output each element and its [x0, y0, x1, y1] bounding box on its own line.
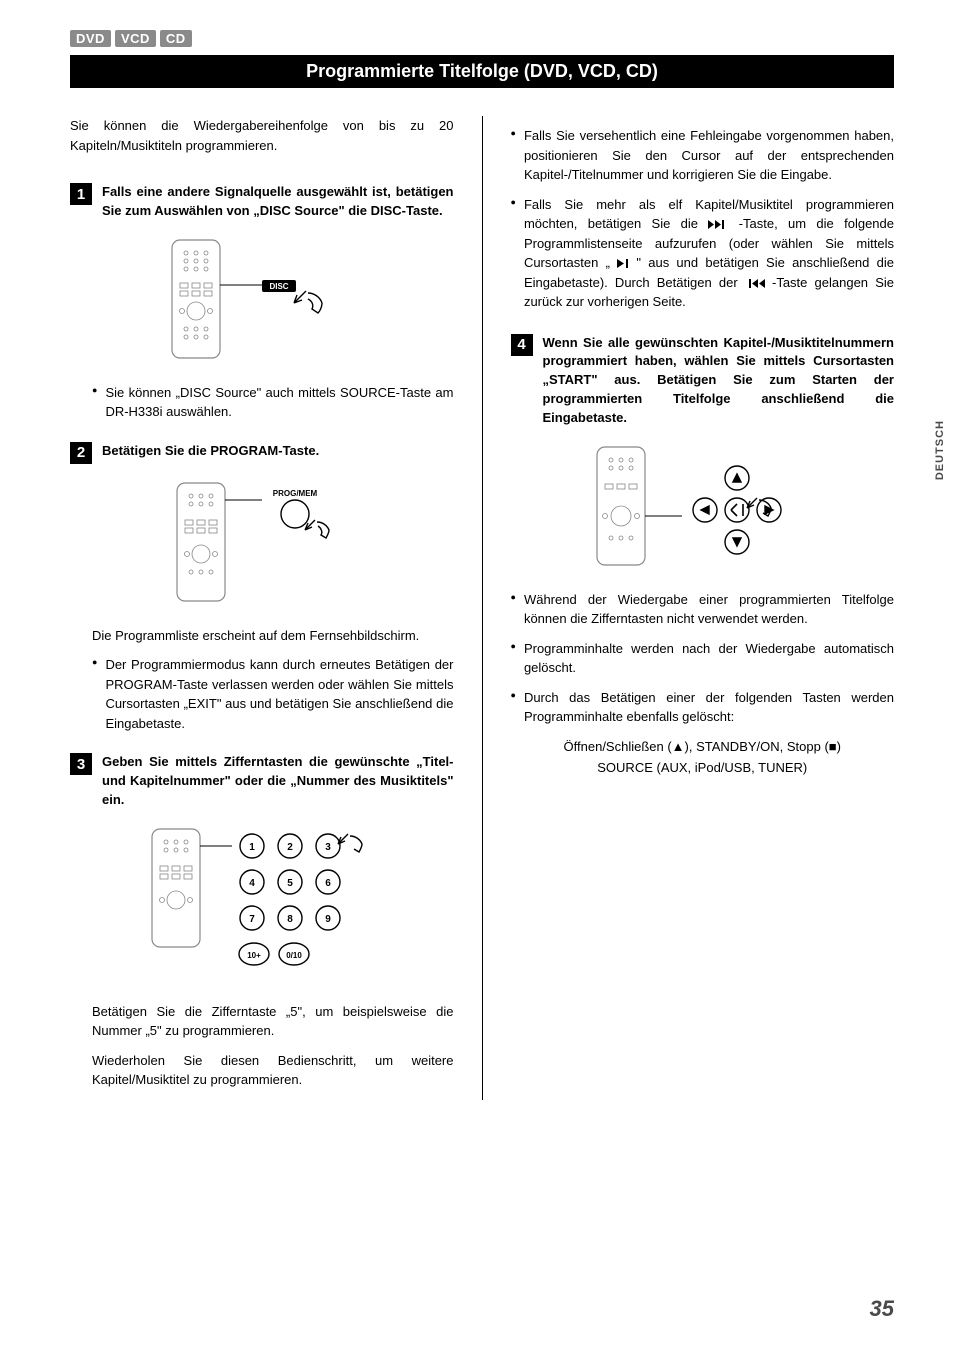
- svg-text:9: 9: [325, 914, 331, 925]
- intro-text: Sie können die Wiedergabereihenfolge von…: [70, 116, 454, 155]
- step-4: 4 Wenn Sie alle gewünschten Kapitel-/Mus…: [511, 334, 895, 428]
- step-2-diagram: PROG/MEM: [70, 478, 454, 608]
- step-number: 2: [70, 442, 92, 464]
- svg-text:1: 1: [249, 842, 255, 853]
- step-4-diagram: [511, 442, 895, 572]
- step-3-diagram: 1 2 3 4 5 6 7 8 9 10+ 0/10: [70, 824, 454, 984]
- svg-text:8: 8: [287, 914, 293, 925]
- svg-text:0/10: 0/10: [286, 951, 302, 960]
- badge-dvd: DVD: [70, 30, 111, 47]
- step-2-title: Betätigen Sie die PROGRAM-Taste.: [102, 442, 454, 461]
- right-bullet-2: Falls Sie mehr als elf Kapitel/Musiktite…: [511, 195, 895, 312]
- step-2: 2 Betätigen Sie die PROGRAM-Taste.: [70, 442, 454, 464]
- step-3: 3 Geben Sie mittels Zifferntasten die ge…: [70, 753, 454, 810]
- step-3-after1: Betätigen Sie die Zifferntaste „5", um b…: [92, 1002, 454, 1041]
- right-bullet-3: Während der Wiedergabe einer programmier…: [511, 590, 895, 629]
- svg-text:10+: 10+: [247, 951, 261, 960]
- step-2-note: Der Programmiermodus kann durch erneutes…: [70, 655, 454, 733]
- number-keypad: 1 2 3 4 5 6 7 8 9 10+ 0/10: [239, 834, 340, 965]
- badge-vcd: VCD: [115, 30, 156, 47]
- step-4-title: Wenn Sie alle gewünschten Kapitel-/Musik…: [543, 334, 895, 428]
- svg-text:4: 4: [249, 878, 255, 889]
- svg-text:7: 7: [249, 914, 255, 925]
- right-bullet-1: Falls Sie versehentlich eine Fehleingabe…: [511, 126, 895, 185]
- erase-buttons-line2: SOURCE (AUX, iPod/USB, TUNER): [511, 758, 895, 779]
- content-columns: Sie können die Wiedergabereihenfolge von…: [70, 116, 894, 1100]
- right-column: Falls Sie versehentlich eine Fehleingabe…: [483, 116, 895, 1100]
- svg-text:3: 3: [325, 842, 331, 853]
- disc-label: DISC: [269, 282, 288, 291]
- svg-text:5: 5: [287, 878, 293, 889]
- badge-cd: CD: [160, 30, 192, 47]
- step-2-after: Die Programmliste erscheint auf dem Fern…: [92, 626, 454, 646]
- step-3-after2: Wiederholen Sie diesen Bedienschritt, um…: [92, 1051, 454, 1090]
- prog-label: PROG/MEM: [273, 489, 318, 498]
- page-title: Programmierte Titelfolge (DVD, VCD, CD): [70, 55, 894, 88]
- right-bullet-4: Programminhalte werden nach der Wiederga…: [511, 639, 895, 678]
- skip-forward-icon: [708, 220, 728, 229]
- skip-back-icon: [745, 279, 765, 288]
- step-1-title: Falls eine andere Signalquelle ausgewähl…: [102, 183, 454, 221]
- step-number: 3: [70, 753, 92, 775]
- step-number: 4: [511, 334, 533, 356]
- svg-text:6: 6: [325, 878, 331, 889]
- step-3-title: Geben Sie mittels Zifferntasten die gewü…: [102, 753, 454, 810]
- step-1: 1 Falls eine andere Signalquelle ausgewä…: [70, 183, 454, 221]
- step-number: 1: [70, 183, 92, 205]
- play-bar-icon: [617, 259, 629, 268]
- right-bullet-5: Durch das Betätigen einer der folgenden …: [511, 688, 895, 727]
- format-badges: DVD VCD CD: [70, 30, 894, 47]
- page-number: 35: [870, 1296, 894, 1322]
- language-tab: DEUTSCH: [934, 420, 946, 480]
- left-column: Sie können die Wiedergabereihenfolge von…: [70, 116, 483, 1100]
- step-1-diagram: DISC: [70, 235, 454, 365]
- erase-buttons-line1: Öffnen/Schließen (▲), STANDBY/ON, Stopp …: [511, 737, 895, 758]
- svg-text:2: 2: [287, 842, 293, 853]
- step-1-note: Sie können „DISC Source" auch mittels SO…: [70, 383, 454, 422]
